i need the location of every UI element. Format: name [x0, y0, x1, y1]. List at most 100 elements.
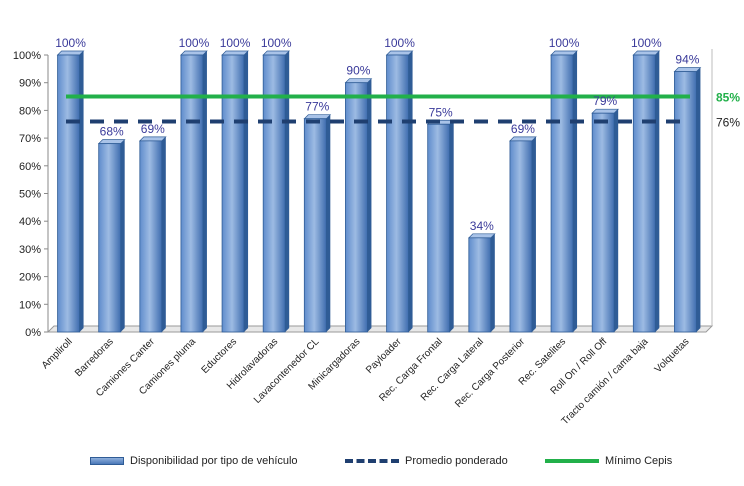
bar-side [120, 139, 125, 332]
bar-series [56, 50, 702, 333]
bar-side [367, 78, 372, 332]
bar-top [591, 108, 620, 114]
data-label: 75% [429, 105, 453, 119]
bar-top [221, 50, 249, 56]
data-label: 68% [100, 125, 124, 139]
bar-front [139, 140, 163, 333]
bar [550, 50, 578, 333]
average-line-label: 76% [716, 115, 740, 129]
bar-front [632, 54, 656, 333]
bar-front [674, 71, 697, 333]
legend-item-bars: Disponibilidad por tipo de vehículo [90, 455, 298, 467]
bar-front [386, 54, 409, 333]
chart-axes: 0% 10% 20% 30% 40% 50% 60% 70% 80% 90% 100% [13, 49, 714, 339]
legend-swatch-bars [90, 457, 124, 465]
bar-side [79, 51, 84, 332]
data-label: 100% [55, 36, 86, 50]
data-label: 100% [179, 36, 210, 50]
data-label: 100% [220, 36, 251, 50]
bar [221, 50, 249, 333]
category-label: Tracto camión / cama baja [560, 336, 651, 427]
category-label: Rec. Carga Posterior [453, 336, 527, 410]
bar-top [385, 50, 414, 56]
data-label: 90% [346, 64, 370, 78]
bar [56, 50, 85, 333]
bar [467, 233, 496, 333]
bar-side [244, 51, 249, 332]
bar-top [262, 50, 291, 56]
bar [426, 119, 455, 333]
bar [632, 50, 661, 333]
bar-side [326, 114, 331, 333]
y-tick-label: 50% [19, 189, 41, 201]
bar-front [57, 54, 80, 333]
bar-top [550, 50, 578, 56]
y-tick-label: 80% [19, 105, 41, 117]
y-tick-label: 60% [19, 161, 41, 173]
bar-chart: 0% 10% 20% 30% 40% 50% 60% 70% 80% 90% 100% 76% 85%… [13, 36, 740, 427]
bar-side [408, 51, 413, 332]
bar-top [180, 50, 208, 56]
bar-front [550, 54, 574, 333]
bar-top [673, 67, 702, 72]
bar [303, 114, 332, 333]
data-label: 77% [305, 100, 329, 114]
data-label: 100% [549, 36, 580, 50]
data-label: 34% [470, 219, 494, 233]
bar-side [202, 51, 207, 332]
data-label: 100% [261, 36, 292, 50]
category-label: Ampliroll [40, 336, 75, 371]
bar [344, 78, 373, 333]
bar-front [509, 140, 533, 333]
data-label: 79% [593, 94, 617, 108]
bar-front [98, 143, 122, 333]
legend-item-min: Mínimo Cepis [545, 455, 672, 467]
bar [509, 136, 537, 333]
bar-front [591, 112, 615, 333]
category-label: Eductores [200, 336, 240, 376]
legend-swatch-avg [345, 459, 399, 463]
data-label: 69% [141, 122, 165, 136]
legend-label-avg: Promedio ponderado [405, 455, 508, 467]
category-label: Payloader [364, 336, 404, 376]
bar-side [285, 51, 290, 332]
bar-front [180, 54, 204, 333]
bar-front [427, 123, 451, 333]
bar-top [97, 139, 126, 144]
legend-label-min: Mínimo Cepis [605, 455, 673, 467]
bar-front [345, 82, 368, 333]
bar-side [573, 51, 578, 332]
legend-swatch-min [545, 459, 599, 463]
bar-top [56, 50, 85, 56]
bar-side [449, 120, 454, 332]
bar [138, 136, 167, 333]
data-label: 100% [384, 36, 415, 50]
bar [591, 108, 620, 333]
bar-front [262, 54, 286, 333]
bar-side [614, 109, 619, 332]
bar-side [531, 136, 536, 332]
bar-top [303, 114, 332, 120]
bar-side [696, 67, 701, 333]
y-tick-label: 100% [13, 50, 41, 62]
bar [180, 50, 208, 333]
bar-top [632, 50, 661, 56]
data-label: 100% [631, 36, 662, 50]
bar-side [655, 51, 660, 332]
category-label: Volquetas [653, 336, 692, 375]
bar-top [344, 78, 373, 84]
legend-item-avg: Promedio ponderado [345, 455, 508, 467]
bar-top [138, 136, 167, 142]
y-tick-label: 20% [19, 272, 41, 284]
bar [385, 50, 414, 333]
bar-side [161, 136, 166, 332]
y-tick-label: 0% [25, 327, 41, 339]
y-tick-label: 40% [19, 216, 41, 228]
bar-front [468, 237, 492, 333]
category-label: Barredoras [73, 336, 116, 379]
bar-front [303, 118, 327, 333]
bar [262, 50, 291, 333]
bar-front [221, 54, 245, 333]
reference-lines: 76% 85% [66, 91, 740, 129]
bar [673, 67, 702, 333]
